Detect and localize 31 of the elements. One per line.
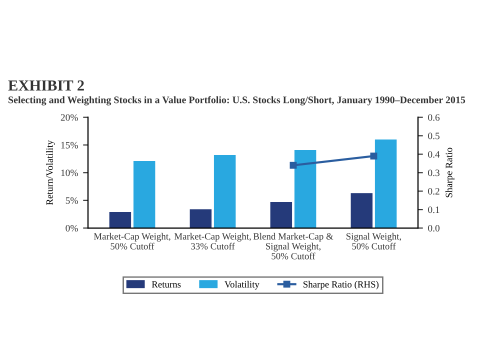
y2-tick-label: 0.4 xyxy=(428,151,440,158)
legend-label: Sharpe Ratio (RHS) xyxy=(304,280,379,290)
y2-tick-label: 0.3 xyxy=(428,170,440,176)
y2-tick-label: 0.1 xyxy=(428,206,440,214)
y-tick-label: 15% xyxy=(61,142,78,148)
legend-label: Returns xyxy=(152,281,181,288)
bar xyxy=(350,193,373,228)
y2-axis-title: Sharpe Ratio xyxy=(445,148,454,198)
y2-tick-label: 0.2 xyxy=(428,188,440,195)
chart-subtitle: Selecting and Weighting Stocks in a Value Portfolio: U.S. Stocks Long/Short, January 1990–December 2015 xyxy=(8,96,466,106)
y2-tick-label: 0.0 xyxy=(428,224,440,232)
y2-tick-label: 0.5 xyxy=(428,132,440,140)
bar xyxy=(214,154,236,228)
bar xyxy=(374,139,397,228)
y-axis-title: Return/Volatility xyxy=(46,140,55,205)
x-tick-label: Market-Cap Weight, 33% Cutoff xyxy=(174,232,251,250)
y-tick-label: 0% xyxy=(66,224,78,232)
legend-label: Volatility xyxy=(224,280,260,290)
y-tick-label: 10% xyxy=(61,170,78,176)
bar xyxy=(109,212,132,228)
bar xyxy=(133,161,156,228)
bar xyxy=(270,202,292,228)
x-tick-label: Blend Market-Cap & Signal Weight, 50% Cutoff xyxy=(253,232,334,260)
y-tick-label: 20% xyxy=(60,114,78,121)
chart-title: EXHIBIT 2 xyxy=(8,80,84,91)
bar xyxy=(294,150,316,228)
x-tick-label: Market-Cap Weight, 50% Cutoff xyxy=(94,232,170,250)
bar xyxy=(190,209,212,228)
y-tick-label: 5% xyxy=(66,197,78,204)
x-tick-label: Signal Weight, 50% Cutoff xyxy=(346,232,402,250)
y2-tick-label: 0.6 xyxy=(428,114,440,121)
